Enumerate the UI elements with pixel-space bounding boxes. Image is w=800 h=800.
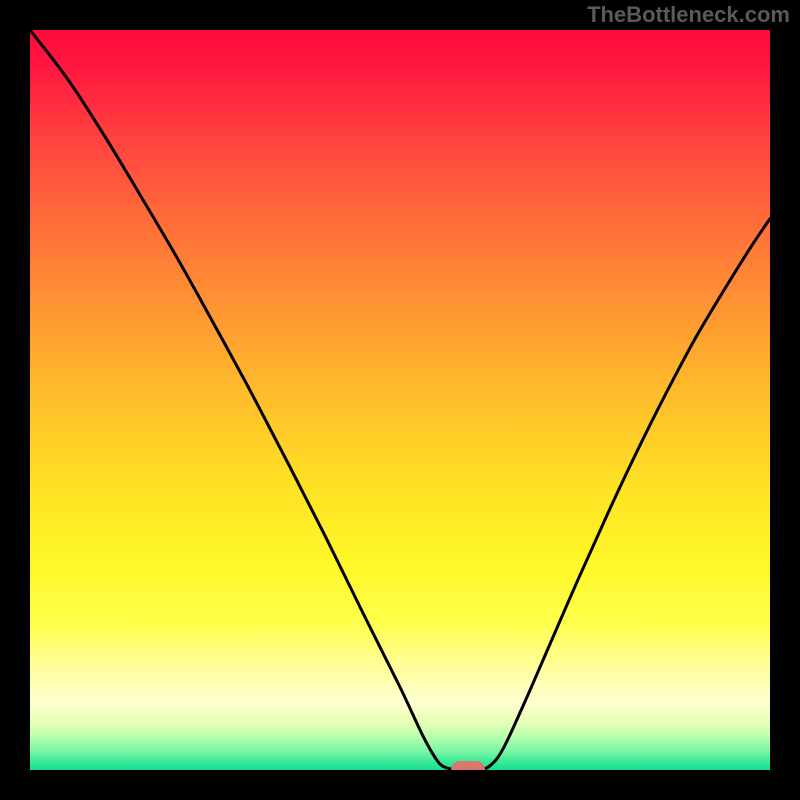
gradient-background xyxy=(30,30,770,770)
plot-border-right xyxy=(770,0,800,800)
chart-container: TheBottleneck.com xyxy=(0,0,800,800)
plot-border-left xyxy=(0,0,30,800)
bottleneck-chart xyxy=(0,0,800,800)
watermark-text: TheBottleneck.com xyxy=(587,2,790,28)
plot-border-bottom xyxy=(0,770,800,800)
